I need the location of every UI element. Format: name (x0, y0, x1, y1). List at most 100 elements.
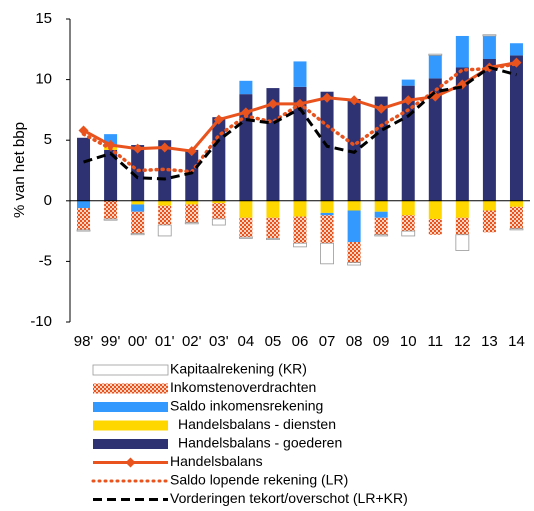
bar-segment (320, 215, 334, 244)
bar-segment (77, 137, 91, 201)
bar-segment (455, 217, 469, 235)
bar-segment (347, 210, 361, 243)
legend-label: Saldo lopende rekening (LR) (170, 472, 348, 488)
bar-segment (266, 237, 280, 240)
bar-segment (401, 79, 415, 86)
bar-segment (185, 149, 199, 201)
bar-segment (103, 218, 118, 221)
x-tick-label: 98' (74, 333, 94, 350)
x-tick-label: 11 (428, 333, 444, 350)
bar-segment (455, 35, 469, 68)
y-tick-label: 15 (35, 10, 52, 27)
bar-segment (428, 78, 442, 201)
bar-segment (455, 234, 470, 251)
bar-segment (158, 200, 172, 206)
bar-segment (482, 200, 496, 211)
x-tick-label: 03' (209, 333, 229, 350)
y-tick-label: -5 (39, 252, 52, 269)
bar-segment (238, 236, 253, 239)
y-tick-label: 0 (44, 192, 52, 209)
bar-segment (347, 262, 362, 266)
bar-segment (293, 242, 307, 248)
bar-segment (211, 218, 226, 226)
legend-swatch (92, 364, 169, 376)
legend-label: Vorderingen tekort/overschot (LR+KR) (170, 490, 408, 506)
bar-segment (266, 217, 280, 239)
bar-segment (509, 206, 523, 229)
line-marker (322, 92, 333, 103)
bar-segment (428, 53, 443, 56)
x-tick-label: 99' (101, 333, 121, 350)
line-marker (213, 114, 224, 125)
x-tick-label: 09 (373, 333, 390, 350)
bar-segment (185, 200, 199, 205)
bar-segment (509, 43, 523, 56)
bar-segment (347, 98, 361, 201)
legend-swatch (93, 420, 168, 431)
line-marker (132, 143, 143, 154)
bar-segment (158, 140, 172, 201)
y-axis-label: % van het bbp (11, 122, 28, 218)
bar-segment (320, 200, 334, 213)
bar-segment (482, 210, 496, 233)
bar-segment (509, 200, 523, 207)
bar-segment (157, 224, 172, 237)
bar-segment (212, 117, 226, 201)
x-tick-label: 01' (155, 333, 175, 350)
bar-segment (320, 242, 334, 265)
bar-segment (482, 34, 497, 37)
line-marker (105, 140, 116, 151)
line (83, 65, 517, 181)
bar-segment (428, 55, 442, 79)
bar-segment (266, 88, 280, 201)
line-marker (159, 142, 170, 153)
legend-marker (125, 457, 136, 468)
x-tick-label: 00' (128, 333, 148, 350)
line-marker (349, 95, 360, 106)
bar-segment (239, 80, 253, 95)
bar-segment (131, 211, 145, 234)
line-marker (267, 98, 278, 109)
bar-segment (509, 228, 524, 231)
x-tick-label: 12 (454, 333, 471, 350)
bar-segment (293, 216, 307, 244)
x-tick-label: 08 (346, 333, 363, 350)
bar-segment (482, 35, 496, 59)
bar-segment (131, 204, 145, 212)
bar-segment (482, 58, 496, 201)
bar-segment (401, 200, 415, 216)
bar-segment (130, 233, 145, 236)
legend-label: Kapitaalrekening (KR) (170, 361, 307, 377)
bar-segment (347, 242, 361, 263)
bar-segment (320, 212, 334, 216)
line-marker (186, 146, 197, 157)
bar-segment (293, 200, 307, 217)
bar-segment (158, 205, 172, 226)
bar-segment (239, 217, 253, 238)
bar-segment (185, 204, 199, 223)
x-tick-label: 04 (238, 333, 255, 350)
bar-segment (455, 200, 469, 218)
bar-segment (212, 203, 226, 219)
bar-segment (401, 215, 415, 232)
bar-segment (374, 200, 388, 212)
legend-label: Handelsbalans (170, 453, 263, 469)
line-marker (240, 107, 251, 118)
line-marker (511, 57, 522, 68)
bar-segment (455, 67, 469, 201)
legend-label: Inkomstenoverdrachten (170, 379, 316, 395)
x-tick-label: 06 (292, 333, 309, 350)
bar-segment (374, 211, 388, 218)
x-tick-label: 02' (182, 333, 202, 350)
bar-segment (293, 61, 307, 87)
x-tick-label: 07 (319, 333, 336, 350)
x-tick-label: 14 (508, 333, 525, 350)
bar-segment (509, 55, 523, 201)
y-tick-label: 5 (44, 131, 52, 148)
bar-segment (428, 218, 442, 235)
x-tick-label: 13 (481, 333, 498, 350)
bar-segment (293, 86, 307, 201)
bar-segment (131, 145, 145, 201)
bar-segment (104, 200, 118, 219)
